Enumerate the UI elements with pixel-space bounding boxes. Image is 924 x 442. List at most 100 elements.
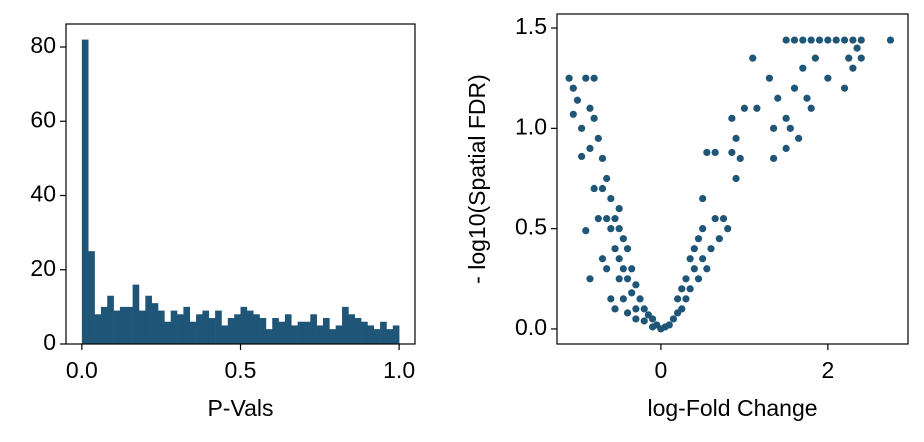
point	[686, 255, 694, 263]
bar	[183, 306, 191, 344]
x-axis-label: P-Vals	[207, 395, 273, 421]
bar	[126, 306, 133, 344]
bar	[246, 310, 254, 344]
y-tick-label: 1.5	[515, 13, 547, 39]
point	[815, 36, 824, 44]
point	[707, 245, 715, 253]
y-tick-label: 0	[43, 329, 56, 355]
point	[736, 154, 744, 163]
point	[628, 289, 636, 297]
bar	[322, 318, 330, 344]
point	[699, 194, 707, 203]
point	[632, 315, 640, 323]
bar	[196, 314, 203, 344]
point	[594, 215, 602, 223]
point	[790, 36, 799, 44]
point	[665, 321, 673, 329]
point	[740, 104, 748, 112]
y-tick-label: 0.0	[515, 314, 547, 340]
bar	[278, 321, 286, 344]
bar	[177, 314, 184, 344]
bar	[240, 306, 248, 344]
bar	[113, 310, 121, 344]
bar	[348, 314, 356, 344]
point	[849, 36, 857, 44]
bar	[81, 39, 89, 345]
bar	[208, 318, 216, 344]
bar	[158, 310, 165, 344]
point	[807, 104, 815, 112]
point	[678, 305, 686, 313]
point	[732, 174, 740, 183]
point	[611, 215, 619, 223]
bar	[119, 306, 127, 344]
point	[845, 54, 853, 62]
point	[590, 184, 598, 193]
point	[669, 315, 678, 323]
point	[849, 64, 857, 72]
x-tick-label: 2	[821, 357, 834, 383]
point	[607, 194, 615, 203]
point	[628, 265, 636, 273]
point	[732, 134, 740, 142]
point	[594, 134, 602, 142]
point	[678, 285, 686, 293]
y-tick-label: 60	[30, 106, 56, 132]
bar	[291, 325, 298, 344]
point	[615, 275, 623, 283]
point	[603, 265, 611, 273]
bar	[392, 325, 400, 344]
point	[573, 96, 582, 104]
point	[640, 305, 648, 313]
point	[640, 317, 648, 325]
bar	[310, 314, 317, 344]
y-tick-label: 0.5	[515, 214, 547, 240]
bar	[297, 321, 305, 344]
point	[699, 225, 707, 233]
point	[582, 74, 590, 82]
x-tick-label: 1.0	[383, 357, 415, 383]
point	[840, 84, 849, 92]
point	[648, 323, 657, 331]
x-tick-label: 0.5	[225, 357, 257, 383]
bar	[386, 329, 394, 344]
point	[598, 184, 607, 193]
bar	[380, 321, 387, 344]
point	[686, 285, 694, 293]
bar	[342, 306, 349, 344]
point	[728, 148, 736, 157]
point	[782, 114, 790, 122]
bar	[329, 329, 336, 344]
bar	[265, 329, 273, 344]
y-tick-label: 20	[30, 255, 56, 281]
point	[765, 74, 774, 82]
point	[648, 315, 657, 323]
point	[694, 275, 703, 283]
bar	[221, 325, 229, 344]
point	[795, 134, 803, 142]
point	[782, 144, 790, 153]
point	[753, 104, 761, 112]
bar	[272, 318, 279, 344]
point	[711, 148, 719, 157]
point	[749, 54, 757, 62]
bar	[234, 314, 241, 344]
bar	[151, 303, 159, 344]
point	[607, 295, 615, 303]
point	[615, 204, 623, 213]
point	[586, 275, 594, 283]
point	[840, 36, 849, 44]
point	[682, 275, 690, 283]
point	[590, 74, 598, 82]
bar	[164, 321, 171, 344]
bar	[361, 321, 368, 344]
bar	[107, 295, 114, 344]
point	[598, 255, 607, 263]
bar	[303, 321, 311, 344]
y-tick-label: 1.0	[515, 113, 547, 139]
bar	[354, 318, 362, 344]
point	[615, 225, 623, 233]
point	[619, 265, 627, 273]
point	[619, 235, 627, 243]
